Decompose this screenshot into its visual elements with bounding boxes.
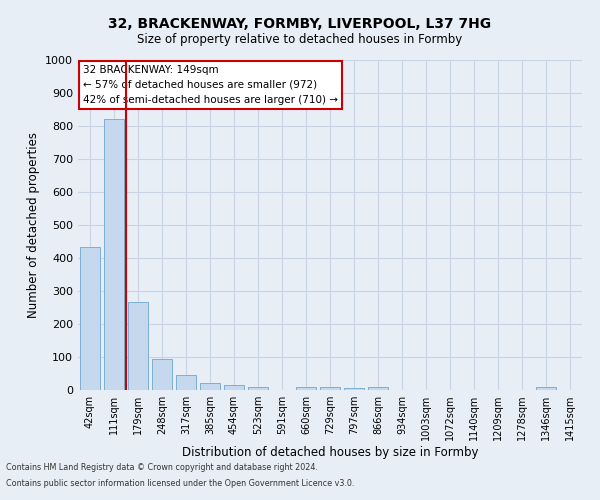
Bar [128, 302, 148, 390]
X-axis label: Distribution of detached houses by size in Formby: Distribution of detached houses by size … [182, 446, 478, 459]
Bar [224, 385, 244, 390]
Bar [296, 386, 316, 390]
Bar [536, 388, 556, 390]
Bar [344, 388, 364, 390]
Bar [200, 382, 220, 390]
Bar [320, 388, 340, 390]
Bar [152, 360, 172, 390]
Bar [80, 248, 100, 390]
Bar [248, 386, 268, 390]
Text: Contains HM Land Registry data © Crown copyright and database right 2024.: Contains HM Land Registry data © Crown c… [6, 464, 318, 472]
Bar [368, 388, 388, 390]
Y-axis label: Number of detached properties: Number of detached properties [26, 132, 40, 318]
Text: Contains public sector information licensed under the Open Government Licence v3: Contains public sector information licen… [6, 478, 355, 488]
Text: 32, BRACKENWAY, FORMBY, LIVERPOOL, L37 7HG: 32, BRACKENWAY, FORMBY, LIVERPOOL, L37 7… [109, 18, 491, 32]
Bar [176, 375, 196, 390]
Text: Size of property relative to detached houses in Formby: Size of property relative to detached ho… [137, 32, 463, 46]
Bar [104, 120, 124, 390]
Text: 32 BRACKENWAY: 149sqm
← 57% of detached houses are smaller (972)
42% of semi-det: 32 BRACKENWAY: 149sqm ← 57% of detached … [83, 65, 338, 104]
